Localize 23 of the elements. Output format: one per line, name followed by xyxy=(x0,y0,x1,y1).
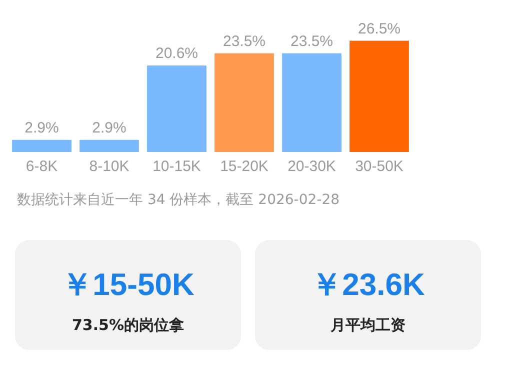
x-tick-label: 30-50K xyxy=(355,158,404,176)
bar xyxy=(214,53,274,152)
text: 月平均工资 xyxy=(330,316,406,335)
x-tick-label: 6-8K xyxy=(26,158,58,176)
data-label: 26.5% xyxy=(358,20,401,38)
text: ￥23.6K xyxy=(310,266,426,304)
text: 73.5%的岗位拿 xyxy=(70,316,186,335)
text: ￥15-50K xyxy=(60,266,196,304)
bar xyxy=(282,53,342,152)
data-label: 23.5% xyxy=(222,32,266,50)
x-tick-label: 8-10K xyxy=(89,158,130,176)
x-tick-label: 10-15K xyxy=(152,158,201,176)
data-label: 2.9% xyxy=(92,119,126,136)
bar xyxy=(12,140,72,152)
data-label: 23.5% xyxy=(290,32,334,50)
data-label: 2.9% xyxy=(24,119,59,136)
bar xyxy=(350,40,409,152)
bar xyxy=(80,140,139,152)
x-tick-label: 20-30K xyxy=(288,158,336,176)
data-label: 20.6% xyxy=(155,45,198,62)
bar xyxy=(147,65,206,152)
x-tick-label: 15-20K xyxy=(220,158,268,176)
text: 数据统计来自近一年 34 份样本，截至 2026-02-28 xyxy=(17,191,340,209)
